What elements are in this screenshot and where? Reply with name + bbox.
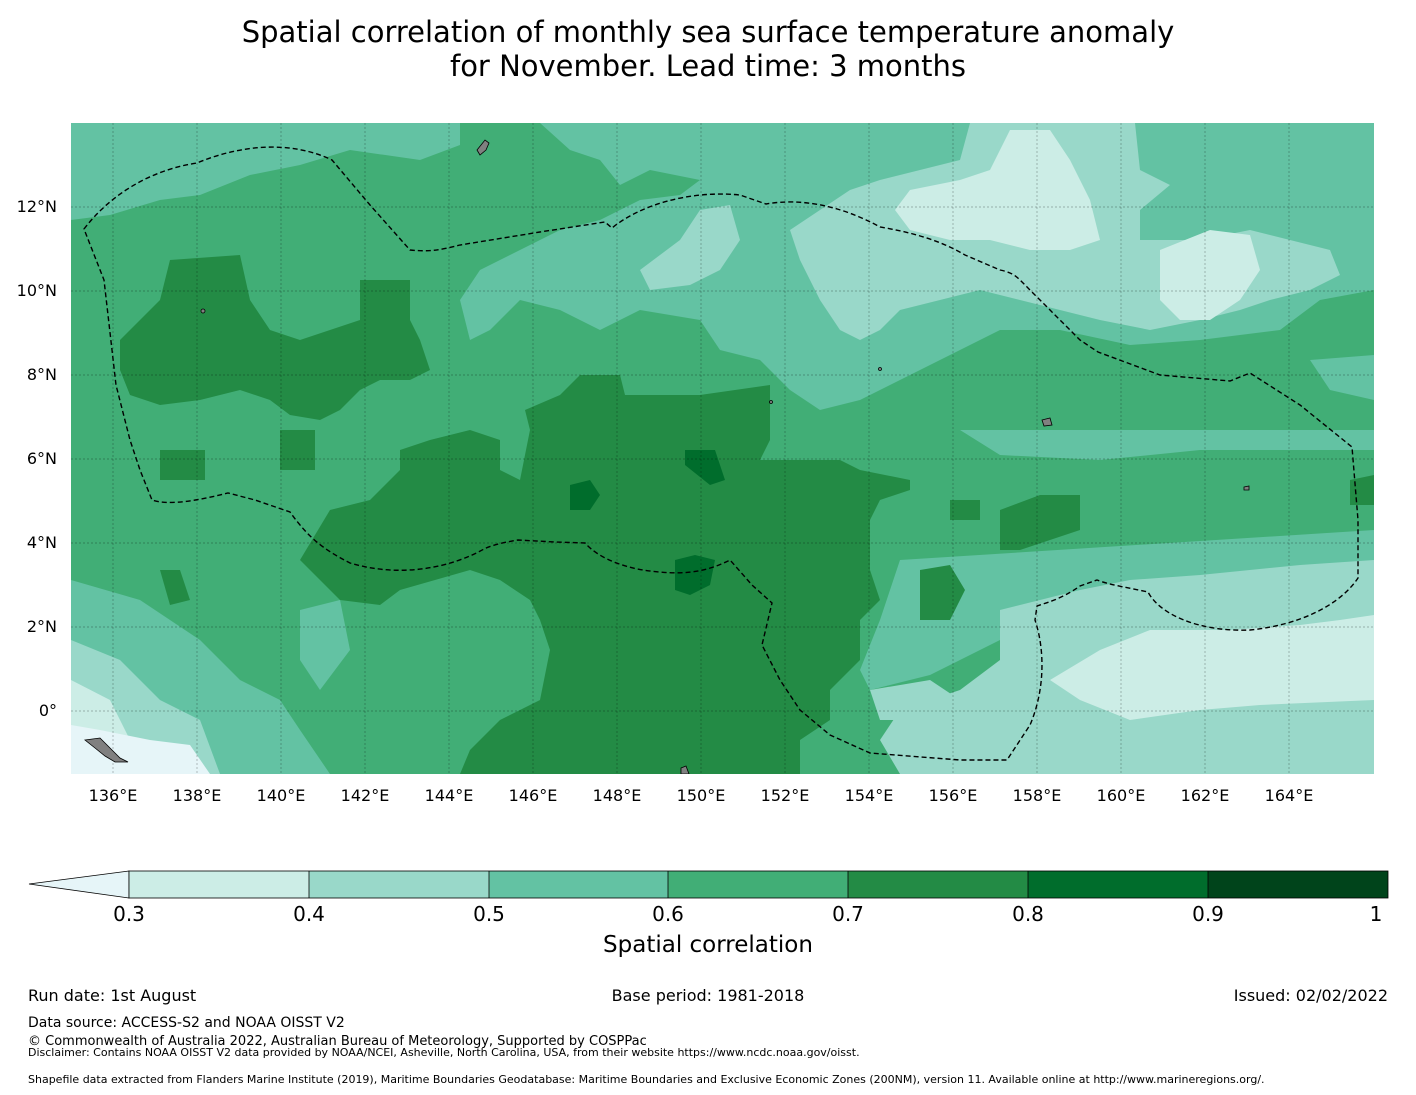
lat-label-12n: 12°N (16, 197, 57, 216)
colorbar-extend-min (28, 870, 130, 899)
eez-boundary-line (83, 146, 1359, 761)
colorbar-bin-0.9-1 (1208, 871, 1388, 898)
issued-date: Issued: 02/02/2022 (1233, 986, 1388, 1005)
lon-label-160e: 160°E (1096, 786, 1146, 805)
run-date: Run date: 1st August (28, 986, 197, 1005)
lat-label-4n: 4°N (26, 533, 57, 552)
field-0.3-0.4 (71, 130, 1374, 760)
lat-label-10n: 10°N (16, 281, 57, 300)
lon-label-138e: 138°E (172, 786, 222, 805)
colorbar-bin-0.8-0.9 (1028, 871, 1208, 898)
colorbar-tick-0.5: 0.5 (473, 902, 505, 926)
shapefile-credit: Shapefile data extracted from Flanders M… (28, 1073, 1265, 1086)
lon-label-154e: 154°E (844, 786, 894, 805)
colorbar-tick-0.6: 0.6 (652, 902, 684, 926)
field-0.7-0.8 (120, 255, 1374, 774)
lat-label-8n: 8°N (26, 365, 57, 384)
lon-label-158e: 158°E (1012, 786, 1062, 805)
lon-label-140e: 140°E (256, 786, 306, 805)
colorbar-bin-0.7-0.8 (848, 871, 1028, 898)
lat-label-6n: 6°N (26, 449, 57, 468)
lon-label-144e: 144°E (424, 786, 474, 805)
colorbar-bin-0.5-0.6 (489, 871, 668, 898)
map-title-line1: Spatial correlation of monthly sea surfa… (241, 15, 1175, 49)
lon-label-156e: 156°E (928, 786, 978, 805)
lon-label-146e: 146°E (508, 786, 558, 805)
lat-label-2n: 2°N (26, 617, 57, 636)
colorbar-tick-0.8: 0.8 (1012, 902, 1044, 926)
map-title-line2: for November. Lead time: 3 months (449, 49, 967, 83)
lon-label-162e: 162°E (1180, 786, 1230, 805)
lon-label-136e: 136°E (88, 786, 138, 805)
base-period: Base period: 1981-2018 (611, 986, 805, 1005)
colorbar-tick-1: 1 (1369, 902, 1383, 926)
lon-label-148e: 148°E (592, 786, 642, 805)
field-lt-0.3 (71, 725, 210, 774)
land-islands (84, 139, 1250, 774)
lat-label-0: 0° (38, 701, 57, 720)
colorbar-bin-0.4-0.5 (309, 871, 489, 898)
field-0.8-0.9 (570, 450, 725, 595)
colorbar-bin-0.6-0.7 (668, 871, 848, 898)
colorbar-tick-0.7: 0.7 (832, 902, 864, 926)
colorbar-label: Spatial correlation (603, 932, 813, 958)
data-source: Data source: ACCESS-S2 and NOAA OISST V2 (28, 1015, 345, 1031)
colorbar-tick-0.3: 0.3 (113, 902, 145, 926)
lon-label-164e: 164°E (1264, 786, 1314, 805)
colorbar (28, 870, 1389, 899)
colorbar-tick-0.9: 0.9 (1192, 902, 1224, 926)
disclaimer: Disclaimer: Contains NOAA OISST V2 data … (28, 1046, 860, 1059)
copyright-notice: © Commonwealth of Australia 2022, Austra… (28, 1034, 647, 1049)
colorbar-bin-0.3-0.4 (129, 871, 309, 898)
colorbar-tick-0.4: 0.4 (293, 902, 325, 926)
lon-label-150e: 150°E (676, 786, 726, 805)
lon-label-142e: 142°E (340, 786, 390, 805)
graticule (71, 123, 1374, 774)
lon-label-152e: 152°E (760, 786, 810, 805)
